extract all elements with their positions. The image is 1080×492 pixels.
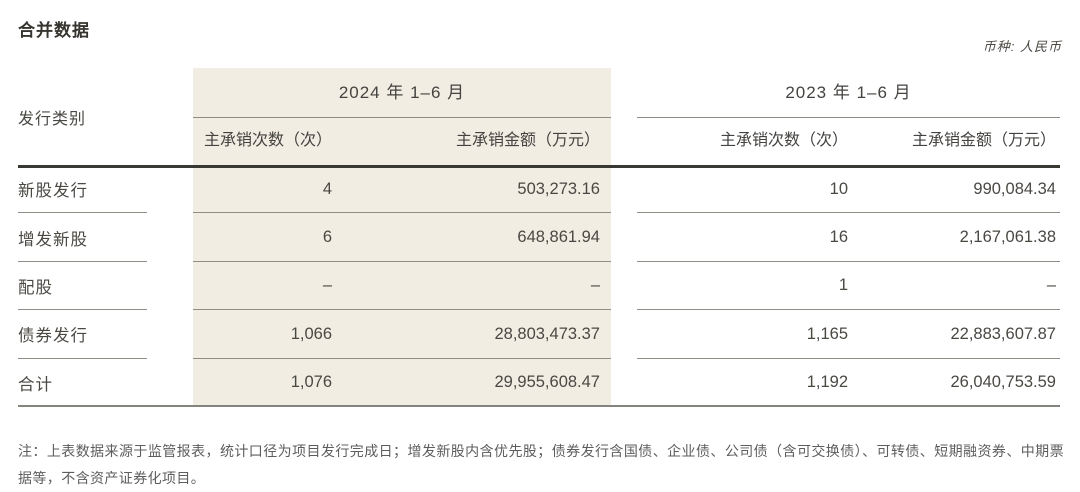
cell-count-2024: 4	[322, 179, 332, 198]
cell-issue-type: 合计	[18, 375, 53, 394]
subheader-amount-2024: 主承销金额（万元）	[455, 132, 600, 149]
cell-issue-type: 配股	[18, 278, 53, 297]
column-header-issue-type: 发行类别	[18, 110, 87, 128]
footnote: 注：上表数据来源于监管报表，统计口径为项目发行完成日；增发新股内含优先股；债券发…	[18, 443, 1064, 486]
row-divider	[637, 309, 1060, 311]
cell-count-2024: 6	[322, 228, 332, 247]
row-divider	[637, 357, 1060, 359]
table-row-total: 合计 1,076 29,955,608.47 1,192 26,040,753.…	[18, 359, 1060, 407]
cell-amount-2024: –	[590, 276, 600, 295]
group-underline-2023	[637, 117, 1060, 118]
cell-amount-2023: 26,040,753.59	[950, 373, 1056, 392]
row-divider	[18, 212, 147, 214]
subheader-count-2023: 主承销次数（次）	[719, 132, 848, 149]
header-rule	[18, 165, 1060, 168]
cell-amount-2023: –	[1046, 276, 1056, 295]
currency-note: 币种: 人民币	[982, 39, 1062, 54]
cell-count-2024: –	[322, 276, 332, 295]
cell-count-2024: 1,066	[290, 324, 332, 343]
row-divider	[18, 357, 147, 359]
table-row: 配股 – – 1 –	[18, 262, 1060, 311]
row-divider	[637, 260, 1060, 262]
row-divider	[637, 212, 1060, 214]
row-divider	[18, 260, 147, 262]
cell-amount-2023: 2,167,061.38	[959, 228, 1056, 247]
cell-count-2023: 16	[829, 228, 848, 247]
subheader-amount-2023: 主承销金额（万元）	[911, 132, 1056, 149]
row-divider	[193, 212, 611, 214]
row-divider	[18, 309, 147, 311]
underwriting-table: 发行类别 2024 年 1–6 月 2023 年 1–6 月 主承销次数（次） …	[18, 68, 1060, 409]
cell-amount-2024: 28,803,473.37	[494, 324, 600, 343]
page-title: 合并数据	[18, 21, 90, 40]
cell-count-2023: 1	[838, 276, 848, 295]
table-row: 新股发行 4 503,273.16 10 990,084.34	[18, 165, 1060, 214]
cell-issue-type: 增发新股	[18, 230, 88, 249]
table-body: 新股发行 4 503,273.16 10 990,084.34 增发新股 6 6…	[18, 165, 1060, 407]
row-divider	[193, 260, 611, 262]
cell-issue-type: 债券发行	[18, 327, 88, 346]
cell-issue-type: 新股发行	[18, 182, 88, 201]
cell-amount-2024: 503,273.16	[517, 179, 600, 198]
cell-amount-2024: 648,861.94	[517, 228, 600, 247]
cell-amount-2023: 22,883,607.87	[950, 324, 1056, 343]
group-underline-2024	[193, 117, 611, 118]
cell-count-2024: 1,076	[290, 373, 332, 392]
row-divider	[193, 357, 611, 359]
column-group-2023: 2023 年 1–6 月	[785, 83, 912, 102]
table-bottom-rule	[18, 405, 1060, 407]
cell-amount-2023: 990,084.34	[973, 179, 1056, 198]
row-divider	[193, 309, 611, 311]
table-row: 债券发行 1,066 28,803,473.37 1,165 22,883,60…	[18, 310, 1060, 359]
subheader-count-2024: 主承销次数（次）	[203, 132, 332, 149]
cell-count-2023: 1,192	[806, 373, 848, 392]
table-row: 增发新股 6 648,861.94 16 2,167,061.38	[18, 213, 1060, 262]
cell-amount-2024: 29,955,608.47	[494, 373, 600, 392]
cell-count-2023: 10	[829, 179, 848, 198]
highlight-band-2024	[193, 68, 611, 407]
cell-count-2023: 1,165	[806, 324, 848, 343]
column-group-2024: 2024 年 1–6 月	[338, 83, 466, 102]
